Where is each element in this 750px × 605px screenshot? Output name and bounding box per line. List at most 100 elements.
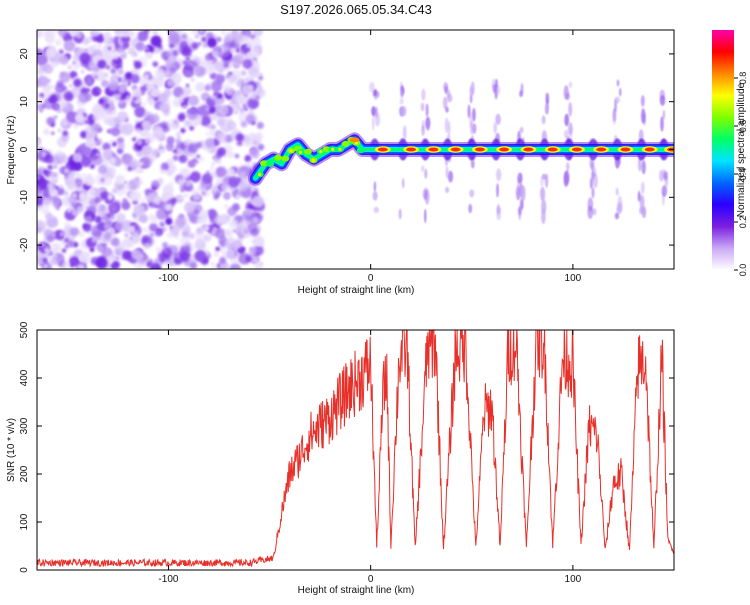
colorbar-tick-label: 0.0: [738, 264, 748, 277]
heatmap-noise-cell: [100, 109, 113, 122]
heatmap-lobe-streak: [591, 187, 595, 199]
heatmap-noise-cell: [63, 168, 69, 174]
heatmap-noise-cell: [152, 30, 157, 35]
heatmap-noise-cell: [253, 30, 263, 37]
peak-red: [620, 147, 631, 152]
heatmap-lobe-streak: [565, 92, 570, 101]
heatmap-noise-cell: [204, 53, 212, 61]
heatmap-noise-cell: [69, 256, 80, 267]
colorbar-tick-label: 0.6: [738, 120, 748, 133]
heatmap-noise-cell: [47, 43, 52, 48]
colorbar-tick-label: 0.8: [738, 72, 748, 85]
heatmap-noise-cell: [107, 194, 113, 201]
colorbar-gradient: [712, 30, 734, 270]
heatmap-noise-cell: [40, 205, 50, 215]
heatmap-noise-cell: [202, 42, 208, 48]
heatmap-noise-cell: [110, 127, 121, 137]
heatmap-noise-cell: [122, 51, 127, 56]
heatmap-noise-cell: [217, 160, 222, 165]
heatmap-noise-cell: [242, 209, 254, 221]
heatmap-noise-cell: [252, 195, 264, 208]
heatmap-noise-cell: [48, 172, 59, 183]
heatmap-noise-cell: [196, 154, 201, 159]
heatmap-noise-cell: [37, 226, 42, 234]
heatmap-noise-cell: [240, 120, 248, 128]
heatmap-lobe-streak: [400, 90, 404, 99]
heatmap-noise-cell: [162, 184, 174, 196]
heatmap-lobe-streak: [660, 116, 664, 132]
heatmap-noise-cell: [194, 33, 200, 39]
heatmap-noise-cell: [203, 225, 210, 232]
heatmap-noise-cell: [199, 156, 205, 162]
heatmap-lobe-streak: [372, 106, 376, 118]
heatmap-lobe-streak: [662, 109, 666, 120]
heatmap-noise-cell: [149, 113, 160, 124]
heatmap-lobe-streak: [492, 83, 497, 93]
heatmap-noise-cell: [122, 30, 129, 35]
heatmap-noise-cell: [122, 41, 130, 49]
heatmap-noise-cell: [172, 149, 176, 153]
heatmap-noise-cell: [57, 128, 62, 133]
heatmap-lobe-streak: [591, 208, 597, 216]
heatmap-noise-cell: [121, 200, 131, 211]
heatmap-noise-cell: [222, 191, 231, 200]
heatmap-noise-cell: [230, 123, 236, 129]
heatmap-noise-cell: [217, 118, 226, 127]
heatmap-noise-cell: [79, 52, 91, 64]
heatmap-noise-cell: [225, 89, 229, 93]
colorbar-tick-label: 0.4: [738, 168, 748, 181]
heatmap-noise-cell: [155, 68, 165, 79]
heatmap-lobe-streak: [614, 212, 620, 220]
peak-red: [499, 147, 510, 152]
heatmap-noise-cell: [178, 178, 186, 186]
colorbar-ticks: 0.0 0.2 0.4 0.6 0.8: [734, 72, 748, 277]
heatmap-noise-cell: [181, 46, 192, 57]
heatmap-noise-cell: [197, 213, 208, 225]
heatmap-noise-cell: [96, 242, 107, 253]
heatmap-noise-cell: [119, 100, 125, 105]
heatmap-noise-cell: [241, 247, 246, 251]
heatmap-lobe-streak: [541, 173, 547, 180]
heatmap-lobe-streak: [564, 170, 570, 185]
heatmap-lobe-streak: [541, 199, 547, 214]
heatmap-noise-cell: [228, 176, 240, 188]
heatmap-noise-cell: [211, 162, 215, 166]
heatmap-noise-cell: [128, 178, 140, 191]
heatmap-noise-cell: [49, 95, 58, 104]
heatmap-noise-cell: [92, 66, 100, 73]
heatmap-noise-cell: [103, 148, 113, 159]
heatmap-noise-cell: [105, 65, 110, 70]
heatmap-noise-cell: [224, 228, 233, 238]
heatmap-noise-cell: [157, 266, 162, 269]
heatmap-noise-cell: [90, 153, 103, 166]
heatmap-noise-cell: [247, 162, 252, 166]
snr-y-label: SNR (10 * v/v): [6, 418, 17, 482]
heatmap-noise-cell: [42, 197, 51, 207]
snr-x-label: Height of straight line (km): [298, 585, 415, 596]
heatmap-noise-cell: [43, 264, 48, 269]
heatmap-noise-cell: [254, 260, 264, 269]
heatmap-noise-cell: [44, 248, 50, 253]
heatmap-noise-cell: [63, 190, 69, 197]
heatmap-noise-cell: [245, 205, 249, 209]
heatmap-noise-cell: [66, 180, 77, 191]
heatmap-noise-cell: [63, 39, 76, 52]
heatmap-noise-cell: [132, 137, 137, 142]
heatmap-noise-cell: [248, 67, 260, 79]
heatmap-noise-cell: [131, 231, 140, 240]
heatmap-noise-cell: [189, 214, 198, 224]
heatmap-noise-cell: [112, 49, 117, 54]
heatmap-noise-cell: [41, 246, 45, 250]
heatmap-noise-cell: [144, 195, 148, 199]
heatmap-noise-cell: [200, 115, 212, 127]
heatmap-noise-cell: [82, 37, 90, 46]
heatmap-noise-cell: [37, 75, 49, 87]
heatmap-noise-cell: [86, 133, 92, 140]
y-tick-label: 500: [19, 321, 30, 338]
heatmap-noise-cell: [236, 94, 246, 105]
heatmap-noise-cell: [40, 151, 47, 158]
heatmap-lobe-streak: [520, 83, 524, 97]
